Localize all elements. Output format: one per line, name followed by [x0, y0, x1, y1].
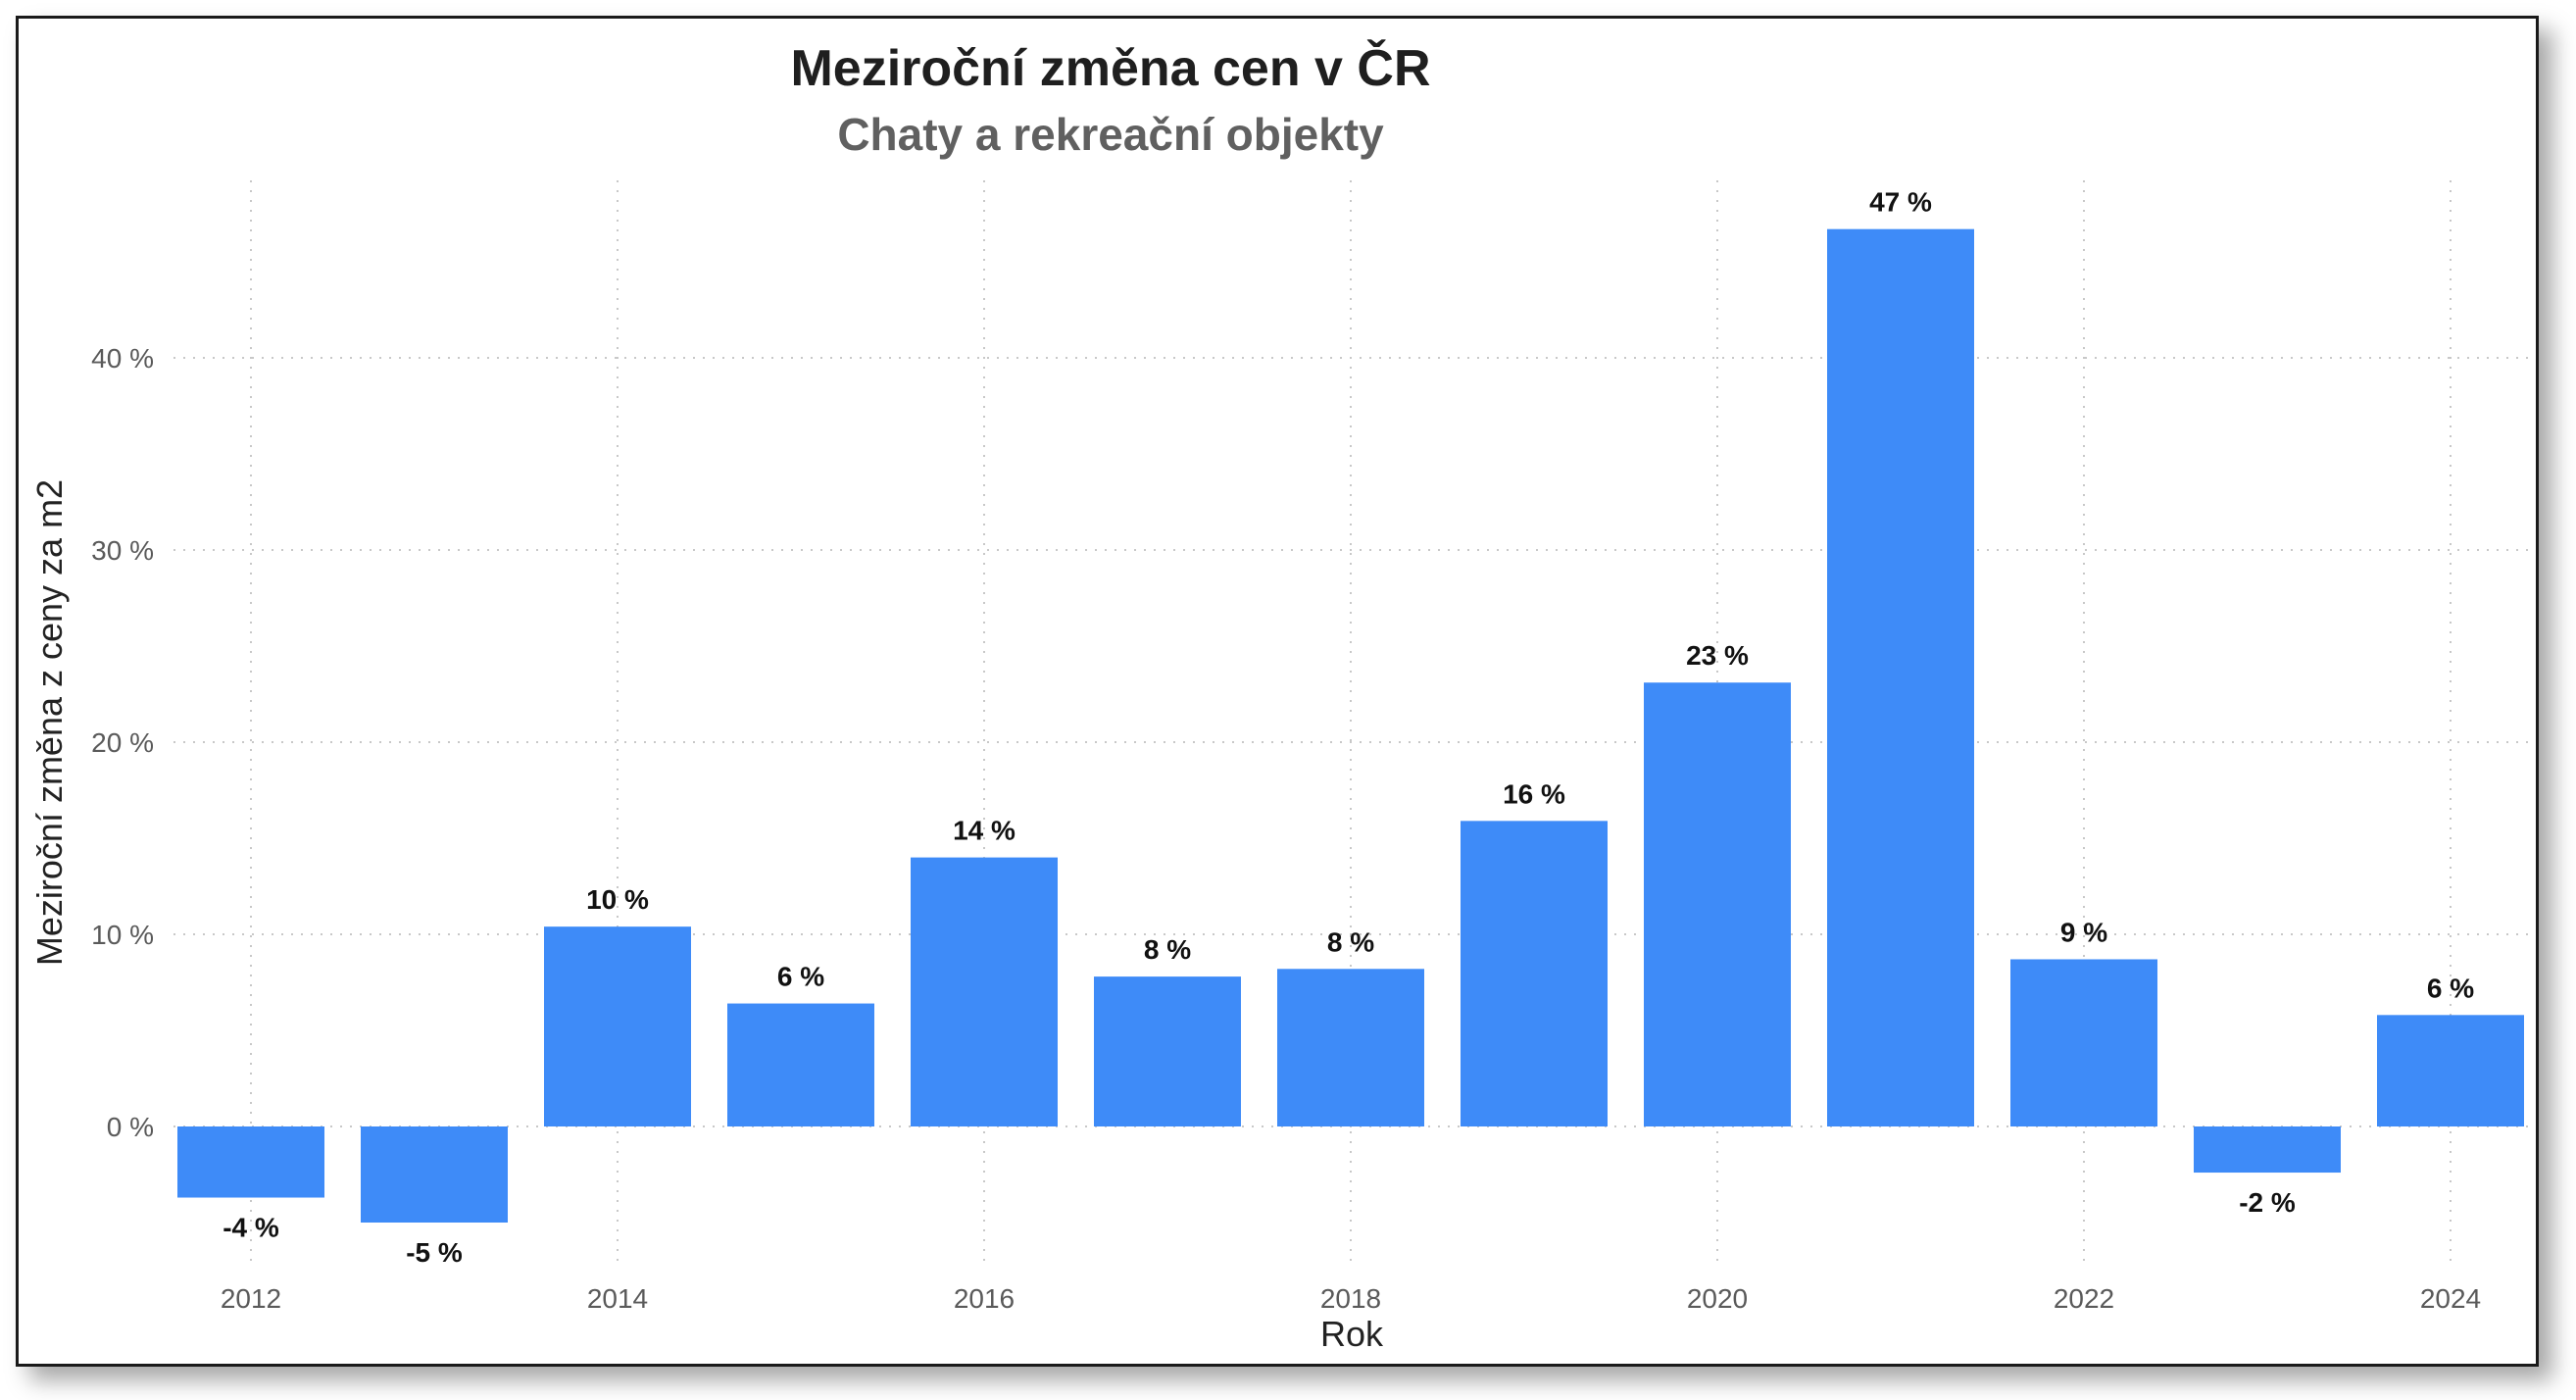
data-label-2019: 16 %: [1503, 778, 1565, 809]
y-tick-label: 30 %: [91, 535, 154, 566]
x-tick-label: 2014: [587, 1283, 648, 1314]
x-tick-label: 2020: [1687, 1283, 1748, 1314]
bar-2012: [177, 1126, 324, 1198]
bar-2017: [1094, 976, 1241, 1126]
data-label-2024: 6 %: [2427, 973, 2474, 1003]
data-label-2016: 14 %: [953, 816, 1016, 846]
x-tick-label: 2022: [2054, 1283, 2114, 1314]
x-axis-title: Rok: [1320, 1314, 1384, 1354]
bar-2020: [1644, 682, 1791, 1126]
bar-2018: [1277, 969, 1424, 1126]
data-label-2014: 10 %: [586, 884, 649, 915]
data-label-layer: -4 % -5 % 10 % 6 % 14 % 8 % 8 % 16 % 23 % 47 % 9 %…: [223, 187, 2474, 1268]
bar-2019: [1461, 821, 1608, 1126]
data-label-2017: 8 %: [1144, 934, 1191, 965]
x-tick-label: 2012: [221, 1283, 281, 1314]
x-tick-label: 2024: [2420, 1283, 2481, 1314]
y-tick-label: 20 %: [91, 727, 154, 758]
bar-2022: [2010, 959, 2157, 1126]
y-tick-label: 10 %: [91, 920, 154, 950]
data-label-2015: 6 %: [777, 962, 824, 992]
bar-2016: [911, 857, 1058, 1126]
data-label-2013: -5 %: [406, 1237, 463, 1268]
bar-layer: [177, 228, 2524, 1223]
tick-layer: 0 % 10 % 20 % 30 % 40 % 2012 2014 2016 2018 2020 2…: [91, 343, 2481, 1314]
data-label-2020: 23 %: [1686, 640, 1749, 671]
bar-2024: [2377, 1015, 2524, 1126]
chart-frame: Meziroční změna cen v ČR Chaty a rekreač…: [16, 16, 2539, 1367]
chart-subtitle: Chaty a rekreační objekty: [837, 109, 1384, 160]
data-label-2022: 9 %: [2060, 917, 2107, 947]
y-tick-label: 0 %: [107, 1112, 154, 1142]
y-axis-title: Meziroční změna z ceny za m2: [29, 479, 70, 966]
data-label-2012: -4 %: [223, 1213, 279, 1243]
data-label-2018: 8 %: [1327, 926, 1374, 957]
chart-title: Meziroční změna cen v ČR: [790, 39, 1430, 97]
bar-2021: [1827, 228, 1974, 1126]
x-tick-label: 2016: [954, 1283, 1015, 1314]
bar-2015: [727, 1003, 874, 1126]
y-tick-label: 40 %: [91, 343, 154, 374]
bar-2013: [361, 1126, 508, 1223]
data-label-2023: -2 %: [2239, 1187, 2296, 1218]
x-tick-label: 2018: [1320, 1283, 1381, 1314]
data-label-2021: 47 %: [1869, 187, 1932, 218]
bar-2014: [544, 926, 691, 1126]
bar-chart: Meziroční změna cen v ČR Chaty a rekreač…: [29, 39, 2530, 1354]
bar-2023: [2194, 1126, 2341, 1174]
